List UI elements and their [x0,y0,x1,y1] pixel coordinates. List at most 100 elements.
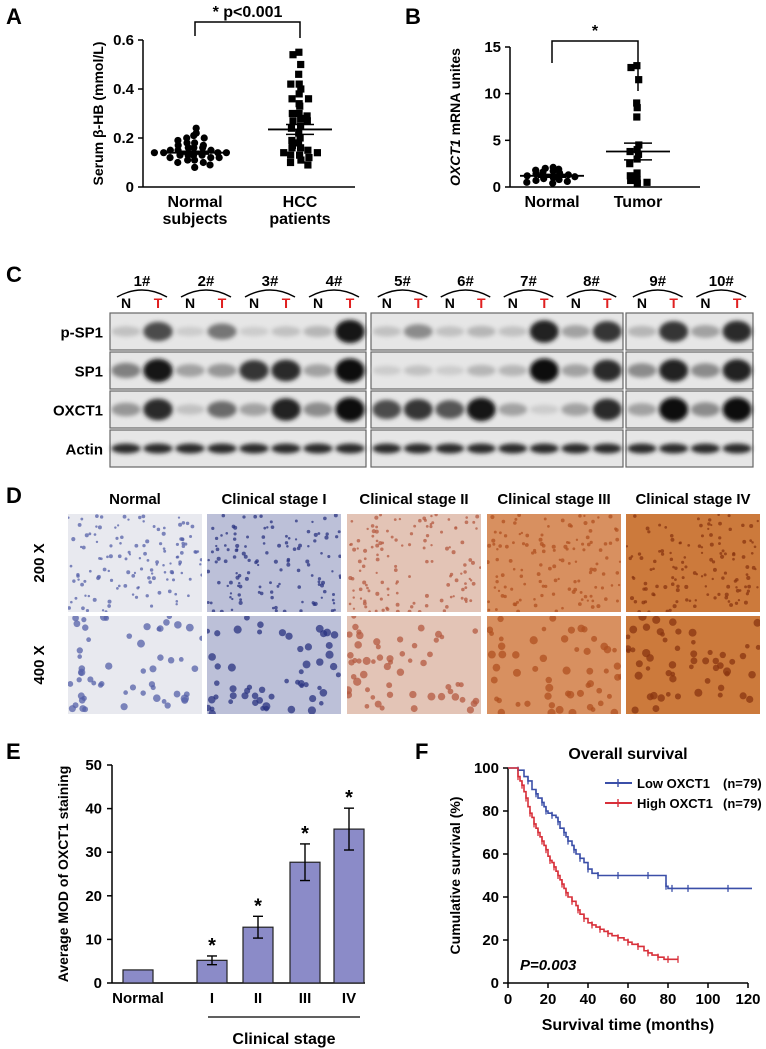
ihc-nucleus [665,669,672,677]
ihc-nucleus [735,588,740,593]
ihc-nucleus [552,564,557,569]
ihc-nucleus [373,638,381,646]
ihc-nucleus [504,544,509,549]
ihc-nucleus [257,621,264,628]
ihc-nucleus [332,601,336,605]
ihc-nucleus [598,548,603,552]
ihc-nucleus [674,693,682,700]
ihc-nucleus [76,647,83,654]
legend-label: Low OXCT1 [637,776,710,791]
y-axis-label: OXCT1 mRNA unites [447,48,463,186]
lane-n-label: N [571,295,581,311]
blot-band [592,321,622,342]
ihc-nucleus [688,628,697,637]
ihc-nucleus [305,559,310,564]
ihc-nucleus [610,584,614,587]
lane-n-label: N [445,295,455,311]
ihc-nucleus [726,584,731,589]
ihc-nucleus [737,599,741,602]
ihc-nucleus [496,697,502,704]
ihc-nucleus [353,677,362,686]
ihc-nucleus [728,527,732,532]
ihc-nucleus [395,580,399,584]
data-point [304,146,312,154]
data-point [549,179,557,187]
ihc-nucleus [688,599,692,603]
ihc-nucleus [73,620,81,628]
ihc-nucleus [350,673,357,680]
ihc-nucleus [333,514,338,518]
ihc-nucleus [76,574,80,578]
ihc-nucleus [554,609,558,612]
ihc-nucleus [676,584,680,589]
ihc-nucleus [487,650,496,659]
y-tick-label: 40 [85,801,102,818]
ihc-nucleus [107,604,111,608]
ihc-nucleus [278,629,287,637]
ihc-nucleus [101,609,105,612]
blot-band [403,365,433,376]
ihc-nucleus [707,522,711,526]
ihc-nucleus [721,549,725,553]
ihc-nucleus [586,667,594,675]
ihc-nucleus [440,530,444,534]
ihc-nucleus [325,650,334,659]
ihc-nucleus [371,529,376,534]
blot-band [627,363,657,378]
ihc-nucleus [258,585,262,589]
ihc-nucleus [77,654,82,659]
data-point [633,179,641,187]
ihc-nucleus [181,521,186,525]
ihc-nucleus [665,691,671,697]
ihc-nucleus [707,527,710,530]
ihc-nucleus [560,635,569,643]
ihc-nucleus [669,675,677,683]
blot-band [143,358,173,383]
ihc-nucleus [85,608,90,612]
ihc-nucleus [460,596,464,600]
ihc-nucleus [580,598,584,601]
ihc-nucleus [380,580,385,585]
ihc-nucleus [663,584,668,590]
ihc-nucleus [508,559,513,563]
ihc-nucleus [597,700,604,707]
ihc-nucleus [590,605,595,609]
data-point [295,90,303,98]
ihc-nucleus [367,589,371,593]
ihc-nucleus [191,665,199,673]
data-point [304,161,312,169]
data-point [627,63,635,72]
ihc-nucleus [370,545,374,549]
ihc-nucleus [386,691,394,698]
ihc-nucleus [299,609,303,612]
ihc-nucleus [735,577,739,582]
ihc-nucleus [493,586,497,589]
ihc-nucleus [354,641,362,649]
ihc-nucleus [297,585,302,589]
ihc-nucleus [325,532,329,536]
ihc-nucleus [368,610,371,612]
ihc-nucleus [468,558,473,562]
lane-n-label: N [313,295,323,311]
ihc-nucleus [269,520,273,524]
ihc-nucleus [162,563,165,567]
ihc-nucleus [685,598,689,602]
ihc-nucleus [122,514,127,519]
ihc-nucleus [538,579,542,584]
ihc-nucleus [207,600,210,604]
ihc-nucleus [408,543,412,547]
blot-band [303,443,333,454]
ihc-nucleus [586,680,594,688]
ihc-nucleus [656,628,664,636]
panel-label-c: C [6,262,22,287]
blot-band [690,402,720,417]
category-label: Tumor [614,194,663,211]
ihc-nucleus [658,523,662,527]
ihc-nucleus [136,586,140,590]
ihc-nucleus [577,579,581,583]
ihc-nucleus [243,554,248,559]
category-label: subjects [163,211,228,228]
ihc-nucleus [641,600,646,605]
lane-t-label: T [603,295,612,311]
ihc-nucleus [214,663,221,670]
